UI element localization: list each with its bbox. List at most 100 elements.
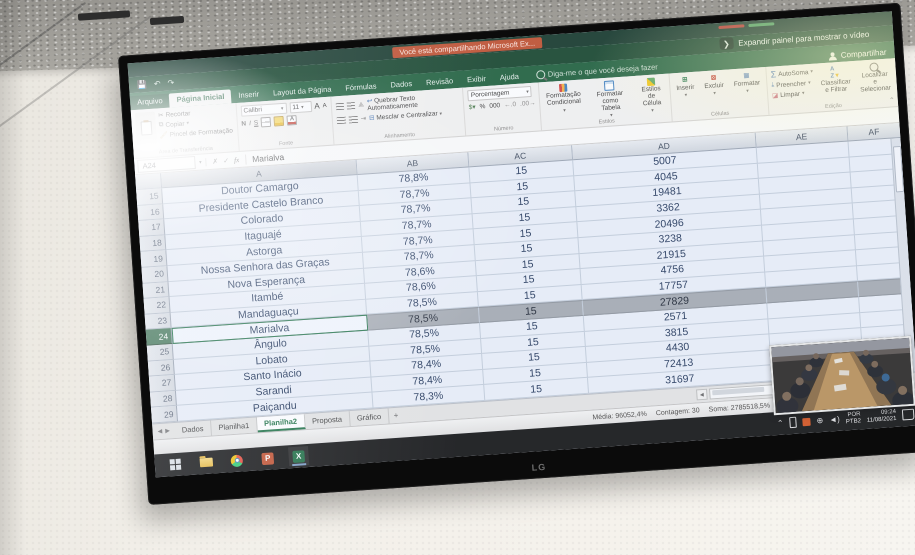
underline-button[interactable]: S <box>253 119 259 127</box>
webcam-thumbnail[interactable] <box>769 335 915 416</box>
font-name-select[interactable]: Calibri ▾ <box>240 102 287 117</box>
align-top-icon[interactable] <box>335 102 345 111</box>
font-color-icon[interactable]: A <box>286 114 298 126</box>
excel-button[interactable]: X <box>288 445 310 467</box>
sheet-nav-arrows: ◀ ▶ <box>152 423 175 439</box>
vertical-scrollbar-thumb[interactable] <box>892 145 905 193</box>
row-header-22[interactable]: 22 <box>143 297 171 315</box>
sort-filter-button[interactable]: A Z▼ Classificar e Filtrar <box>820 66 851 94</box>
powerpoint-icon: P <box>261 451 275 465</box>
grow-font-icon[interactable]: A <box>314 101 321 111</box>
sheet-prev-icon[interactable]: ◀ <box>157 428 163 436</box>
device-icon[interactable] <box>789 416 797 429</box>
format-cells-button[interactable]: ▦ Formatar ▾ <box>733 72 761 95</box>
redo-icon[interactable]: ↷ <box>167 77 175 88</box>
enter-icon[interactable]: ✓ <box>223 157 230 165</box>
horizontal-scrollbar-thumb[interactable] <box>712 386 765 396</box>
row-header-15[interactable]: 15 <box>136 188 164 206</box>
start-button[interactable] <box>164 454 185 474</box>
styles-group: Formatação Condicional ▾ Formatar como Ta… <box>539 73 673 131</box>
shrink-font-icon[interactable]: A <box>322 102 327 109</box>
speaker-icon[interactable]: ◄) <box>828 414 841 425</box>
bold-button[interactable]: N <box>241 119 247 128</box>
row-header-24[interactable]: 24 <box>145 328 173 346</box>
row-header-20[interactable]: 20 <box>141 266 169 284</box>
add-sheet-button[interactable]: + <box>393 410 399 421</box>
tray-app-icon[interactable] <box>802 417 811 426</box>
sheet-tab-proposta[interactable]: Proposta <box>304 411 351 430</box>
status-sum: Soma: 2785518,5% <box>708 401 771 414</box>
delete-cells-button[interactable]: ⊠ Excluir ▾ <box>704 74 725 97</box>
align-center-icon[interactable] <box>348 115 358 123</box>
chrome-icon <box>230 453 244 467</box>
sigma-icon: Σ <box>770 69 777 80</box>
row-header-19[interactable]: 19 <box>140 250 168 268</box>
percent-icon[interactable]: % <box>479 102 486 111</box>
currency-icon[interactable]: $▾ <box>468 103 476 112</box>
conditional-formatting-button[interactable]: Formatação Condicional ▾ <box>543 83 584 115</box>
meeting-indicator-icons <box>718 22 775 30</box>
network-globe-icon[interactable]: ⊕ <box>816 415 824 426</box>
align-left-icon[interactable] <box>336 116 346 124</box>
powerpoint-button[interactable]: P <box>257 448 278 468</box>
row-header-25[interactable]: 25 <box>146 343 174 362</box>
orientation-icon[interactable]: ⟁ <box>358 100 365 109</box>
sheet-next-icon[interactable]: ▶ <box>165 428 171 435</box>
comma-icon[interactable]: 000 <box>489 101 501 110</box>
fx-icon[interactable]: fx <box>233 155 240 164</box>
find-select-button[interactable]: Localizar e Selecionar <box>857 61 894 94</box>
increase-decimal-icon[interactable]: ←.0 <box>503 100 517 109</box>
collapse-ribbon-icon[interactable]: ⌃ <box>888 97 896 105</box>
tv-frame: Você está compartilhando Microsoft Ex...… <box>118 2 915 505</box>
cell-styles-button[interactable]: Estilos de Célula ▾ <box>636 77 667 115</box>
meeting-room-video <box>771 337 914 414</box>
align-middle-icon[interactable] <box>346 101 356 110</box>
scroll-left-icon[interactable]: ◀ <box>696 388 708 401</box>
tray-expand-icon[interactable]: ⌃ <box>776 418 784 429</box>
insert-cells-button[interactable]: ⊞ Inserir ▾ <box>676 76 695 99</box>
row-header-23[interactable]: 23 <box>144 312 172 331</box>
row-header-28[interactable]: 28 <box>149 390 177 408</box>
cancel-icon[interactable]: ✗ <box>212 157 219 166</box>
fill-button[interactable]: ⤓ Preencher ▾ <box>771 79 811 89</box>
row-header-26[interactable]: 26 <box>147 359 175 377</box>
row-header-27[interactable]: 27 <box>148 374 176 393</box>
indent-icon[interactable]: ⇥ <box>360 115 367 123</box>
sheet-tab-planilha1[interactable]: Planilha1 <box>210 417 258 436</box>
row-header-21[interactable]: 21 <box>142 281 170 299</box>
file-explorer-button[interactable] <box>195 452 216 472</box>
scissors-icon: ✂ <box>157 112 164 120</box>
autosum-button[interactable]: Σ AutoSoma ▾ <box>770 68 814 80</box>
row-header-17[interactable]: 17 <box>138 219 166 237</box>
fill-color-icon[interactable] <box>273 115 285 127</box>
save-icon[interactable]: 💾 <box>136 79 148 90</box>
person-icon <box>829 52 838 61</box>
clock[interactable]: 09:24 11/08/2021 <box>866 408 897 424</box>
action-center-icon[interactable] <box>901 408 915 421</box>
clipboard-icon <box>140 120 152 136</box>
wall-corner-shadow <box>0 0 26 555</box>
borders-icon[interactable] <box>260 116 272 128</box>
clear-button[interactable]: ◪ Limpar ▾ <box>771 90 805 100</box>
language-indicator[interactable]: POR PTB2 <box>845 410 862 425</box>
row-header-16[interactable]: 16 <box>137 203 165 222</box>
formula-input[interactable]: Marialva <box>244 151 285 165</box>
paste-button[interactable] <box>134 111 158 145</box>
format-as-table-button[interactable]: Formatar como Tabela ▾ <box>588 79 633 120</box>
italic-button[interactable]: I <box>248 119 252 127</box>
undo-icon[interactable]: ↶ <box>153 78 161 89</box>
sheet-tab-gráfico[interactable]: Gráfico <box>349 408 390 427</box>
brush-icon: 🖌 <box>159 131 169 140</box>
sheet-tab-dados[interactable]: Dados <box>174 420 212 438</box>
insert-icon: ⊞ <box>681 76 688 84</box>
chevron-right-icon: ❯ <box>718 37 734 51</box>
row-header-18[interactable]: 18 <box>139 234 167 253</box>
decrease-decimal-icon[interactable]: .00→ <box>519 99 536 108</box>
chrome-button[interactable] <box>226 450 247 470</box>
screen: Você está compartilhando Microsoft Ex...… <box>127 11 915 478</box>
font-size-select[interactable]: 11 ▾ <box>289 100 312 114</box>
chevron-down-icon[interactable]: ▾ <box>198 159 202 166</box>
name-box[interactable]: A24 <box>137 155 196 173</box>
row-header-29[interactable]: 29 <box>151 406 179 424</box>
